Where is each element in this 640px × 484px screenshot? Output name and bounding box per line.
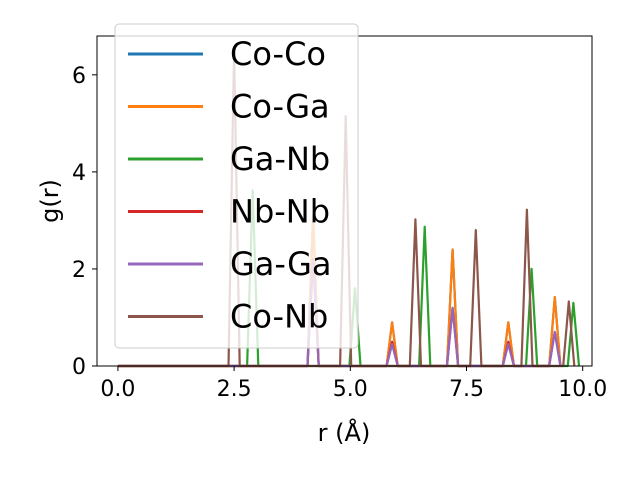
x-tick-label: 10.0 (558, 377, 607, 402)
y-tick-label: 4 (72, 161, 86, 186)
x-tick-label: 5.0 (333, 377, 368, 402)
legend: Co-Co Co-Ga Ga-Nb Nb-Nb Ga-Ga Co-Nb (115, 24, 358, 348)
legend-label: Ga-Nb (230, 140, 330, 178)
legend-label: Nb-Nb (230, 193, 330, 231)
legend-label: Co-Ga (230, 88, 330, 126)
x-tick-label: 0.0 (100, 377, 135, 402)
y-tick-label: 0 (72, 355, 86, 380)
x-tick-label: 7.5 (449, 377, 484, 402)
y-tick-label: 6 (72, 64, 86, 89)
y-tick-label: 2 (72, 258, 86, 283)
x-tick-label: 2.5 (217, 377, 252, 402)
legend-label: Co-Co (230, 35, 326, 73)
legend-label: Co-Nb (230, 298, 328, 336)
x-axis-label: r (Å) (318, 418, 371, 447)
legend-label: Ga-Ga (230, 245, 332, 283)
y-axis-label: g(r) (36, 179, 64, 223)
